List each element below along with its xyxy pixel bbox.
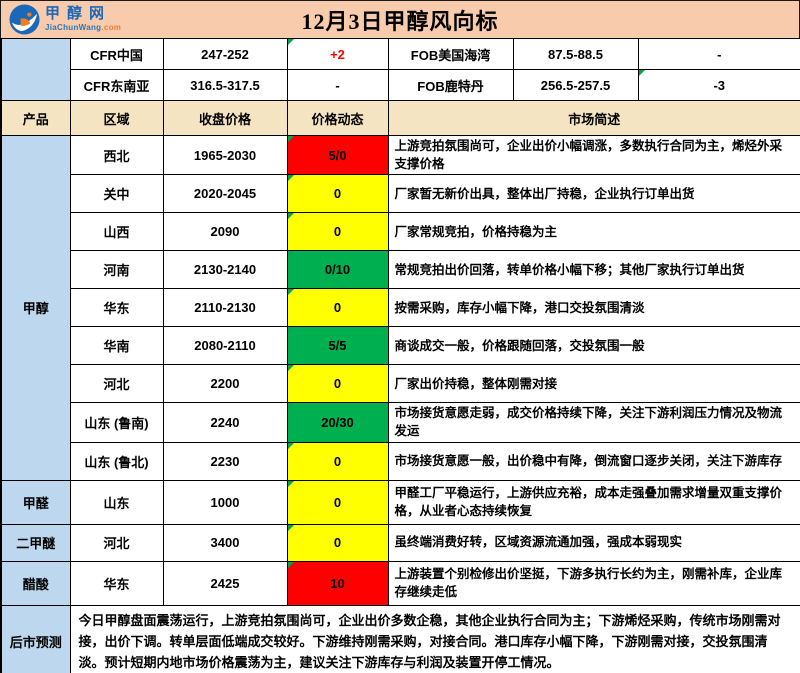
summary-cell: 市场接货意愿走弱，成交价格持续下降，关注下游利润压力情况及物流发运 [387, 402, 800, 443]
region-cell: 山东 (鲁南) [69, 402, 164, 443]
market-row: 山东 (鲁北) 2230 0 市场接货意愿一般，出价稳中有降，倒流窗口逐步关闭，关注下… [1, 441, 800, 481]
price-cell: 3400 [162, 523, 288, 562]
market-row: 华东 2110-2130 0 按需采购，库存小幅下降，港口交投氛围清淡 [1, 288, 800, 328]
market-row: 河北 2200 0 厂家出价持稳，整体刚需对接 [1, 364, 800, 404]
market-row: 华南 2080-2110 5/5 商谈成交一般，价格跟随回落，交投氛围一般 [1, 326, 800, 366]
market-row: 山东 (鲁南) 2240 20/30 市场接货意愿走弱，成交价格持续下降，关注下游利润… [1, 402, 800, 443]
intl-value-cell: 316.5-317.5 [162, 69, 288, 101]
region-cell: 西北 [69, 134, 164, 176]
intl-change-cell: +2 [286, 38, 389, 70]
change-cell: 0 [286, 288, 389, 328]
header-product: 产品 [0, 100, 71, 136]
header-region: 区域 [69, 100, 164, 136]
column-header-row: 产品 区域 收盘价格 价格动态 市场简述 [0, 100, 800, 136]
change-cell: 0 [286, 523, 389, 562]
intl-price-row: CFR东南亚 316.5-317.5- FOB鹿特丹 256.5-257.5 -3 [1, 69, 800, 101]
market-row: 醋酸 华东 2425 10 上游装置个别检修出价坚挺，下游多执行长约为主，刚需补库，企业… [0, 560, 800, 606]
intl-label-cell: CFR中国 [69, 38, 164, 70]
change-cell: 0 [286, 174, 389, 214]
market-row: 山西 2090 0 厂家常规竞拍，价格持稳为主 [1, 212, 800, 252]
product-cell: 甲醛 [0, 479, 71, 525]
price-cell: 2020-2045 [162, 174, 288, 214]
region-cell: 华东 [69, 288, 164, 328]
methanol-market-table: CFR中国 247-252 +2 FOB美国海湾 87.5-88.5- CFR东南亚 316… [0, 38, 800, 673]
summary-cell: 常规竞拍出价回落，转单价格小幅下移；其他厂家执行订单出货 [387, 250, 800, 290]
price-cell: 2090 [162, 212, 288, 252]
summary-cell: 上游竞拍氛围尚可，企业出价小幅调涨，多数执行合同为主，烯烃外采支撑价格 [387, 134, 800, 176]
price-cell: 1000 [162, 479, 288, 525]
intl-price-row: CFR中国 247-252 +2 FOB美国海湾 87.5-88.5- [0, 38, 800, 101]
summary-cell: 厂家常规竞拍，价格持稳为主 [387, 212, 800, 252]
market-row: 关中 2020-2045 0 厂家暂无新价出具，整体出厂持稳，企业执行订单出货 [1, 174, 800, 214]
product-cell: 甲醇 [0, 135, 71, 481]
market-row: 河南 2130-2140 0/10 常规竞拍出价回落，转单价格小幅下移；其他厂家执行订… [1, 250, 800, 290]
intl-change-cell: - [286, 69, 389, 101]
intl-change-cell: -3 [637, 69, 800, 101]
change-cell: 20/30 [286, 402, 389, 443]
summary-cell: 厂家出价持稳，整体刚需对接 [387, 364, 800, 404]
summary-cell: 按需采购，库存小幅下降，港口交投氛围清淡 [387, 288, 800, 328]
product-spacer-cell [0, 38, 71, 101]
logo-cn-text: 甲醇网 [45, 6, 112, 22]
summary-cell: 厂家暂无新价出具，整体出厂持稳，企业执行订单出货 [387, 174, 800, 214]
change-cell: 0 [286, 212, 389, 252]
price-cell: 2240 [162, 402, 288, 443]
intl-value-cell: 256.5-257.5 [512, 69, 639, 101]
jiachunwang-logo-icon [9, 4, 40, 35]
price-cell: 2080-2110 [162, 326, 288, 366]
region-cell: 河南 [69, 250, 164, 290]
price-cell: 2230 [162, 441, 288, 481]
summary-cell: 上游装置个别检修出价坚挺，下游多执行长约为主，刚需补库，企业库存继续走低 [387, 560, 800, 606]
region-cell: 河北 [69, 364, 164, 404]
intl-label-cell: FOB美国海湾 [387, 38, 514, 70]
page-title: 12月3日甲醇风向标 [301, 8, 499, 34]
price-cell: 2425 [162, 560, 288, 606]
forecast-text: 今日甲醇盘面震荡运行，上游竞拍氛围尚可，企业出价多数企稳，其他企业执行合同为主；… [69, 604, 800, 673]
price-cell: 2130-2140 [162, 250, 288, 290]
change-cell: 0 [286, 364, 389, 404]
title-banner: 甲醇网 JiaChunWang.com 12月3日甲醇风向标 [0, 0, 800, 38]
price-cell: 2200 [162, 364, 288, 404]
summary-cell: 市场接货意愿一般，出价稳中有降，倒流窗口逐步关闭，关注下游库存 [387, 441, 800, 481]
intl-value-cell: 247-252 [162, 38, 288, 70]
forecast-row: 后市预测 今日甲醇盘面震荡运行，上游竞拍氛围尚可，企业出价多数企稳，其他企业执行合… [0, 604, 800, 673]
product-cell: 二甲醚 [0, 523, 71, 562]
market-row: 二甲醚 河北 3400 0 虽终端消费好转，区域资源流通加强，强成本弱现实 [0, 523, 800, 562]
price-cell: 2110-2130 [162, 288, 288, 328]
region-cell: 河北 [69, 523, 164, 562]
header-price-dynamic: 价格动态 [286, 100, 389, 136]
change-cell: 5/5 [286, 326, 389, 366]
market-row: 甲醛 山东 1000 0 甲醛工厂平稳运行，上游供应充裕，成本走强叠加需求增量双重支撑价… [0, 479, 800, 525]
logo-en-text: JiaChunWang.com [45, 23, 122, 32]
change-cell: 0/10 [286, 250, 389, 290]
product-cell: 醋酸 [0, 560, 71, 606]
region-cell: 华南 [69, 326, 164, 366]
region-cell: 山东 [69, 479, 164, 525]
intl-value-cell: 87.5-88.5 [512, 38, 639, 70]
header-close-price: 收盘价格 [162, 100, 288, 136]
change-cell: 0 [286, 441, 389, 481]
summary-cell: 甲醛工厂平稳运行，上游供应充裕，成本走强叠加需求增量双重支撑价格，从业者心态持续… [387, 479, 800, 525]
summary-cell: 虽终端消费好转，区域资源流通加强，强成本弱现实 [387, 523, 800, 562]
intl-label-cell: CFR东南亚 [69, 69, 164, 101]
intl-change-cell: - [637, 38, 800, 70]
region-cell: 关中 [69, 174, 164, 214]
header-market-summary: 市场简述 [387, 100, 800, 136]
price-cell: 1965-2030 [162, 134, 288, 176]
change-cell: 5/0 [286, 134, 389, 176]
change-cell: 10 [286, 560, 389, 606]
summary-cell: 商谈成交一般，价格跟随回落，交投氛围一般 [387, 326, 800, 366]
jiachunwang-logo[interactable]: 甲醇网 JiaChunWang.com [9, 4, 121, 35]
region-cell: 山东 (鲁北) [69, 441, 164, 481]
market-row: 甲醇 西北 1965-2030 5/0 上游竞拍氛围尚可，企业出价小幅调涨，多数执行合同… [0, 134, 800, 481]
region-cell: 华东 [69, 560, 164, 606]
region-cell: 山西 [69, 212, 164, 252]
change-cell: 0 [286, 479, 389, 525]
intl-label-cell: FOB鹿特丹 [387, 69, 514, 101]
forecast-label: 后市预测 [0, 604, 71, 673]
